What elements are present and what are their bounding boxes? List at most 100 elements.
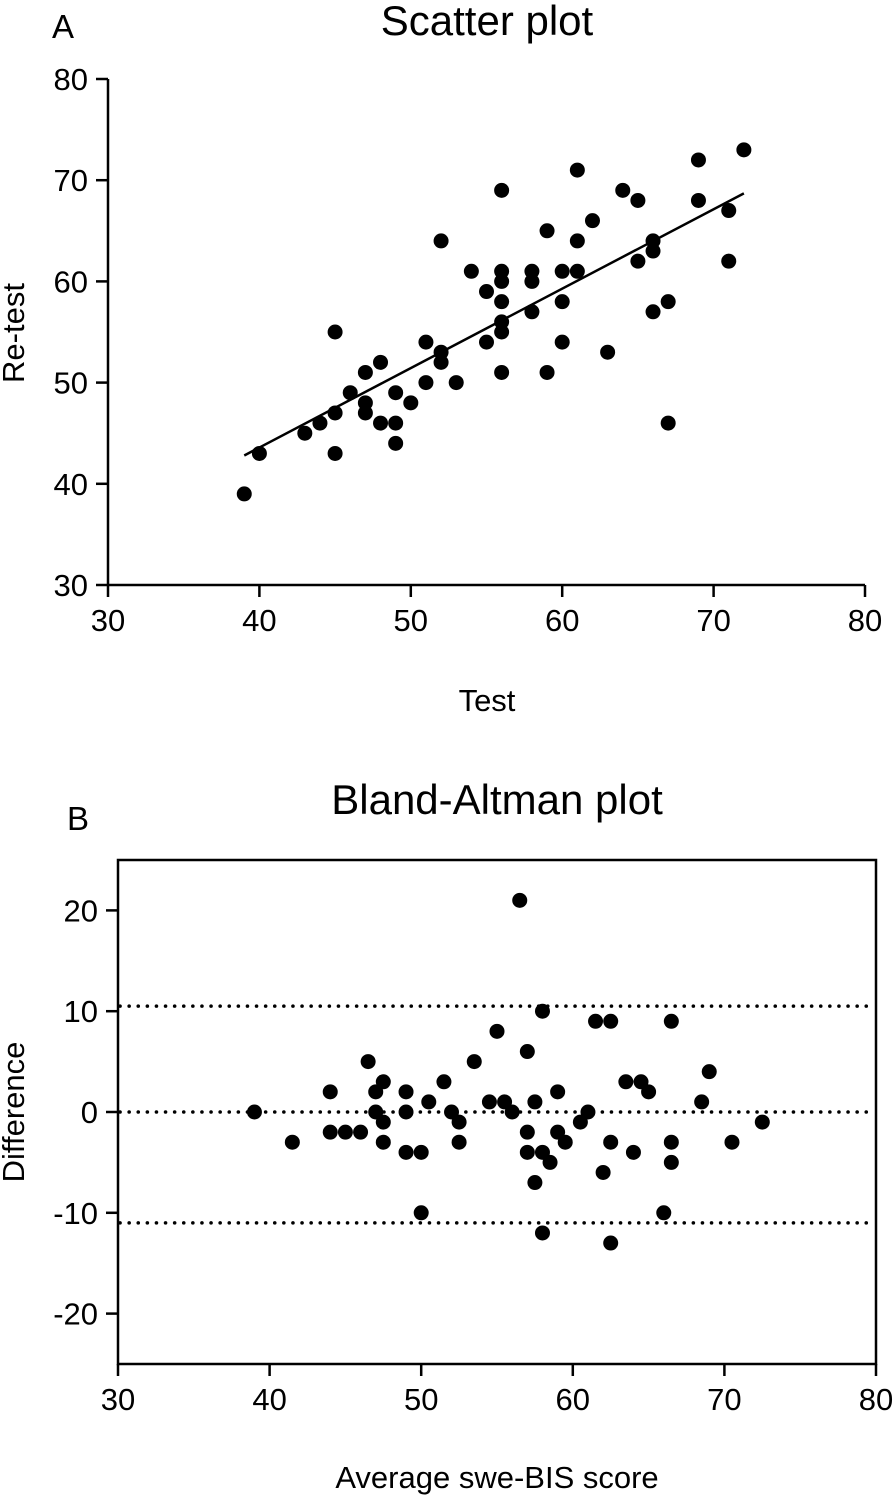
bland-altman-x-axis-title: Average swe-BIS score: [335, 1460, 658, 1495]
scatter-plot-y-axis-title: Re-test: [0, 283, 31, 383]
data-point: [641, 1084, 657, 1100]
data-point: [433, 354, 449, 370]
bland-altman-frame: [116, 858, 878, 1366]
data-point: [297, 425, 313, 441]
data-point: [337, 1124, 353, 1140]
scatter-plot-x-tick-label: 30: [91, 603, 125, 638]
data-point: [494, 324, 510, 340]
data-point: [539, 364, 555, 380]
data-point: [436, 1074, 452, 1090]
data-point: [357, 364, 373, 380]
bland-altman-x-tick-label: 70: [707, 1382, 741, 1417]
data-point: [481, 1094, 497, 1110]
data-point: [554, 263, 570, 279]
data-point: [357, 405, 373, 421]
data-point: [421, 1094, 437, 1110]
data-point: [451, 1114, 467, 1130]
scatter-plot-panel: A Scatter plot 30 40 50 60 70 80304050607080 …: [0, 0, 882, 718]
scatter-plot-y-tick-label: 50: [54, 366, 88, 401]
data-point: [312, 415, 328, 431]
data-point: [375, 1114, 391, 1130]
bland-altman-y-tick-label: 10: [64, 994, 98, 1029]
scatter-plot-x-tick-label: 40: [242, 603, 276, 638]
bland-altman-y-axis-title: Difference: [0, 1042, 31, 1183]
data-point: [721, 203, 737, 219]
bland-altman-points: [246, 892, 770, 1251]
data-point: [690, 152, 706, 168]
bland-altman-x-tick-label: 40: [252, 1382, 286, 1417]
data-point: [433, 233, 449, 249]
data-point: [403, 395, 419, 411]
data-point: [603, 1134, 619, 1150]
bland-altman-x-tick-label: 80: [859, 1382, 893, 1417]
data-point: [539, 223, 555, 239]
bland-altman-x-tick-label: 50: [404, 1382, 438, 1417]
data-point: [251, 445, 267, 461]
data-point: [504, 1104, 520, 1120]
data-point: [660, 294, 676, 310]
data-point: [701, 1064, 717, 1080]
scatter-plot-y-tick-label: 60: [54, 264, 88, 299]
data-point: [584, 213, 600, 229]
data-point: [388, 435, 404, 451]
data-point: [534, 1003, 550, 1019]
bland-altman-title: Bland-Altman plot: [331, 776, 663, 823]
data-point: [246, 1104, 262, 1120]
panel-a-letter: A: [52, 8, 74, 45]
bland-altman-panel: B Bland-Altman plot 30 40 50 60 70 80 -20 -10 0 1…: [0, 776, 893, 1495]
data-point: [327, 405, 343, 421]
bland-altman-y-tick-label: 0: [81, 1095, 98, 1130]
data-point: [603, 1235, 619, 1251]
scatter-plot-y-tick-label: 30: [54, 568, 88, 603]
data-point: [557, 1134, 573, 1150]
data-point: [479, 284, 494, 300]
data-point: [663, 1154, 679, 1170]
data-point: [569, 263, 585, 279]
data-point: [388, 415, 404, 431]
data-point: [322, 1084, 338, 1100]
data-point: [550, 1084, 566, 1100]
bland-altman-axes: 30 40 50 60 70 80 -20 -10 0 10 20: [53, 858, 893, 1417]
data-point: [322, 1124, 338, 1140]
data-point: [527, 1175, 543, 1191]
data-point: [494, 273, 510, 289]
data-point: [494, 364, 510, 380]
bland-altman-y-tick-label: 20: [64, 893, 98, 928]
data-point: [569, 162, 585, 178]
data-point: [375, 1074, 391, 1090]
data-point: [554, 334, 570, 350]
data-point: [451, 1134, 467, 1150]
data-point: [690, 192, 706, 208]
data-point: [660, 415, 676, 431]
bland-altman-y-tick-label: -20: [53, 1297, 98, 1332]
data-point: [630, 192, 646, 208]
data-point: [694, 1094, 710, 1110]
data-point: [418, 334, 434, 350]
scatter-plot-x-tick-label: 70: [696, 603, 730, 638]
scatter-plot-x-tick-label: 80: [848, 603, 882, 638]
data-point: [625, 1144, 641, 1160]
panel-b-letter: B: [67, 800, 89, 837]
data-point: [512, 892, 528, 908]
data-point: [489, 1023, 505, 1039]
data-point: [418, 375, 434, 391]
data-point: [373, 415, 389, 431]
data-point: [721, 253, 737, 269]
scatter-plot-y-tick-label: 40: [54, 467, 88, 502]
data-point: [645, 243, 661, 259]
scatter-plot-x-tick-label: 50: [394, 603, 428, 638]
data-point: [519, 1044, 535, 1060]
scatter-plot-points: [236, 142, 752, 502]
data-point: [519, 1124, 535, 1140]
data-point: [494, 294, 510, 310]
data-point: [398, 1104, 414, 1120]
data-point: [595, 1164, 611, 1180]
data-point: [524, 304, 540, 320]
scatter-plot-axes: 30 40 50 60 70 80 30 40 50 60 70 80: [54, 62, 883, 638]
data-point: [388, 385, 404, 401]
data-point: [618, 1074, 634, 1090]
data-point: [603, 1013, 619, 1029]
data-point: [375, 1134, 391, 1150]
data-point: [569, 233, 585, 249]
